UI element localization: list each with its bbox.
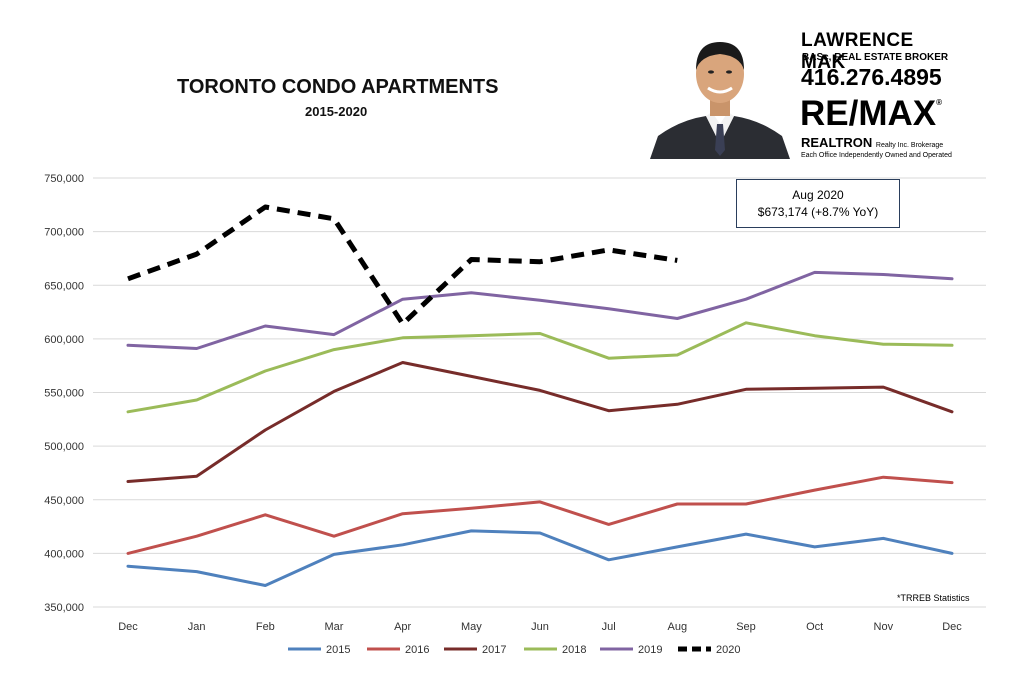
x-tick-label: Nov	[874, 621, 894, 633]
y-tick-label: 500,000	[44, 441, 84, 453]
series-line-2016	[126, 475, 954, 555]
series-line-2017	[126, 361, 954, 483]
x-tick-label: Jun	[531, 621, 549, 633]
x-tick-label: Apr	[394, 621, 411, 633]
agent-title: BASc, REAL ESTATE BROKER	[802, 52, 949, 63]
y-tick-label: 600,000	[44, 334, 84, 346]
x-tick-label: May	[461, 621, 482, 633]
legend-label-2019: 2019	[638, 644, 662, 656]
x-axis: Dec Jan Feb Mar Apr May Jun Jul Aug Sep Oct Nov Dec	[118, 621, 962, 633]
y-tick-label: 400,000	[44, 548, 84, 560]
x-tick-label: Jul	[602, 621, 616, 633]
y-tick-label: 700,000	[44, 227, 84, 239]
x-tick-label: Aug	[668, 621, 688, 633]
y-tick-label: 450,000	[44, 495, 84, 507]
legend-label-2020: 2020	[716, 644, 740, 656]
x-tick-label: Oct	[806, 621, 823, 633]
callout-line-2: $673,174 (+8.7% YoY)	[757, 205, 879, 219]
x-tick-label: Dec	[118, 621, 138, 633]
office-name: REALTRON Realty Inc. Brokerage	[801, 135, 944, 150]
x-tick-label: Dec	[942, 621, 962, 633]
y-tick-label: 750,000	[44, 173, 84, 185]
agent-photo	[650, 32, 790, 159]
agent-card: LAWRENCE MAK BASc, REAL ESTATE BROKER 41…	[622, 10, 954, 160]
x-tick-label: Feb	[256, 621, 275, 633]
y-axis: 350,000 400,000 450,000 500,000 550,000 600,0…	[44, 173, 84, 614]
y-tick-label: 650,000	[44, 280, 84, 292]
x-tick-label: Sep	[736, 621, 756, 633]
series-line-2015	[126, 529, 954, 587]
legend-label-2018: 2018	[562, 644, 586, 656]
series-line-2019	[126, 270, 954, 350]
agent-name: LAWRENCE MAK	[801, 30, 914, 73]
legend-label-2016: 2016	[405, 644, 429, 656]
legend: 2015 2016 2017 2018 2019 2020	[288, 644, 740, 656]
agent-phone: 416.276.4895	[801, 64, 942, 90]
x-tick-label: Jan	[188, 621, 206, 633]
callout-box: Aug 2020 $673,174 (+8.7% YoY)	[736, 179, 900, 228]
y-tick-label: 550,000	[44, 388, 84, 400]
series-lines	[126, 204, 954, 587]
brand-logo: RE/MAX®	[800, 94, 943, 133]
legend-label-2015: 2015	[326, 644, 350, 656]
chart-title: TORONTO CONDO APARTMENTS	[177, 76, 499, 98]
callout-line-1: Aug 2020	[792, 188, 844, 202]
source-note: *TRREB Statistics	[897, 593, 970, 603]
office-subtitle: Realty Inc. Brokerage	[875, 142, 944, 149]
office-disclaimer: Each Office Independently Owned and Oper…	[801, 152, 952, 159]
series-line-2018	[126, 321, 954, 414]
chart-subtitle: 2015-2020	[305, 104, 368, 119]
y-tick-label: 350,000	[44, 602, 84, 614]
x-tick-label: Mar	[325, 621, 344, 633]
legend-label-2017: 2017	[482, 644, 506, 656]
